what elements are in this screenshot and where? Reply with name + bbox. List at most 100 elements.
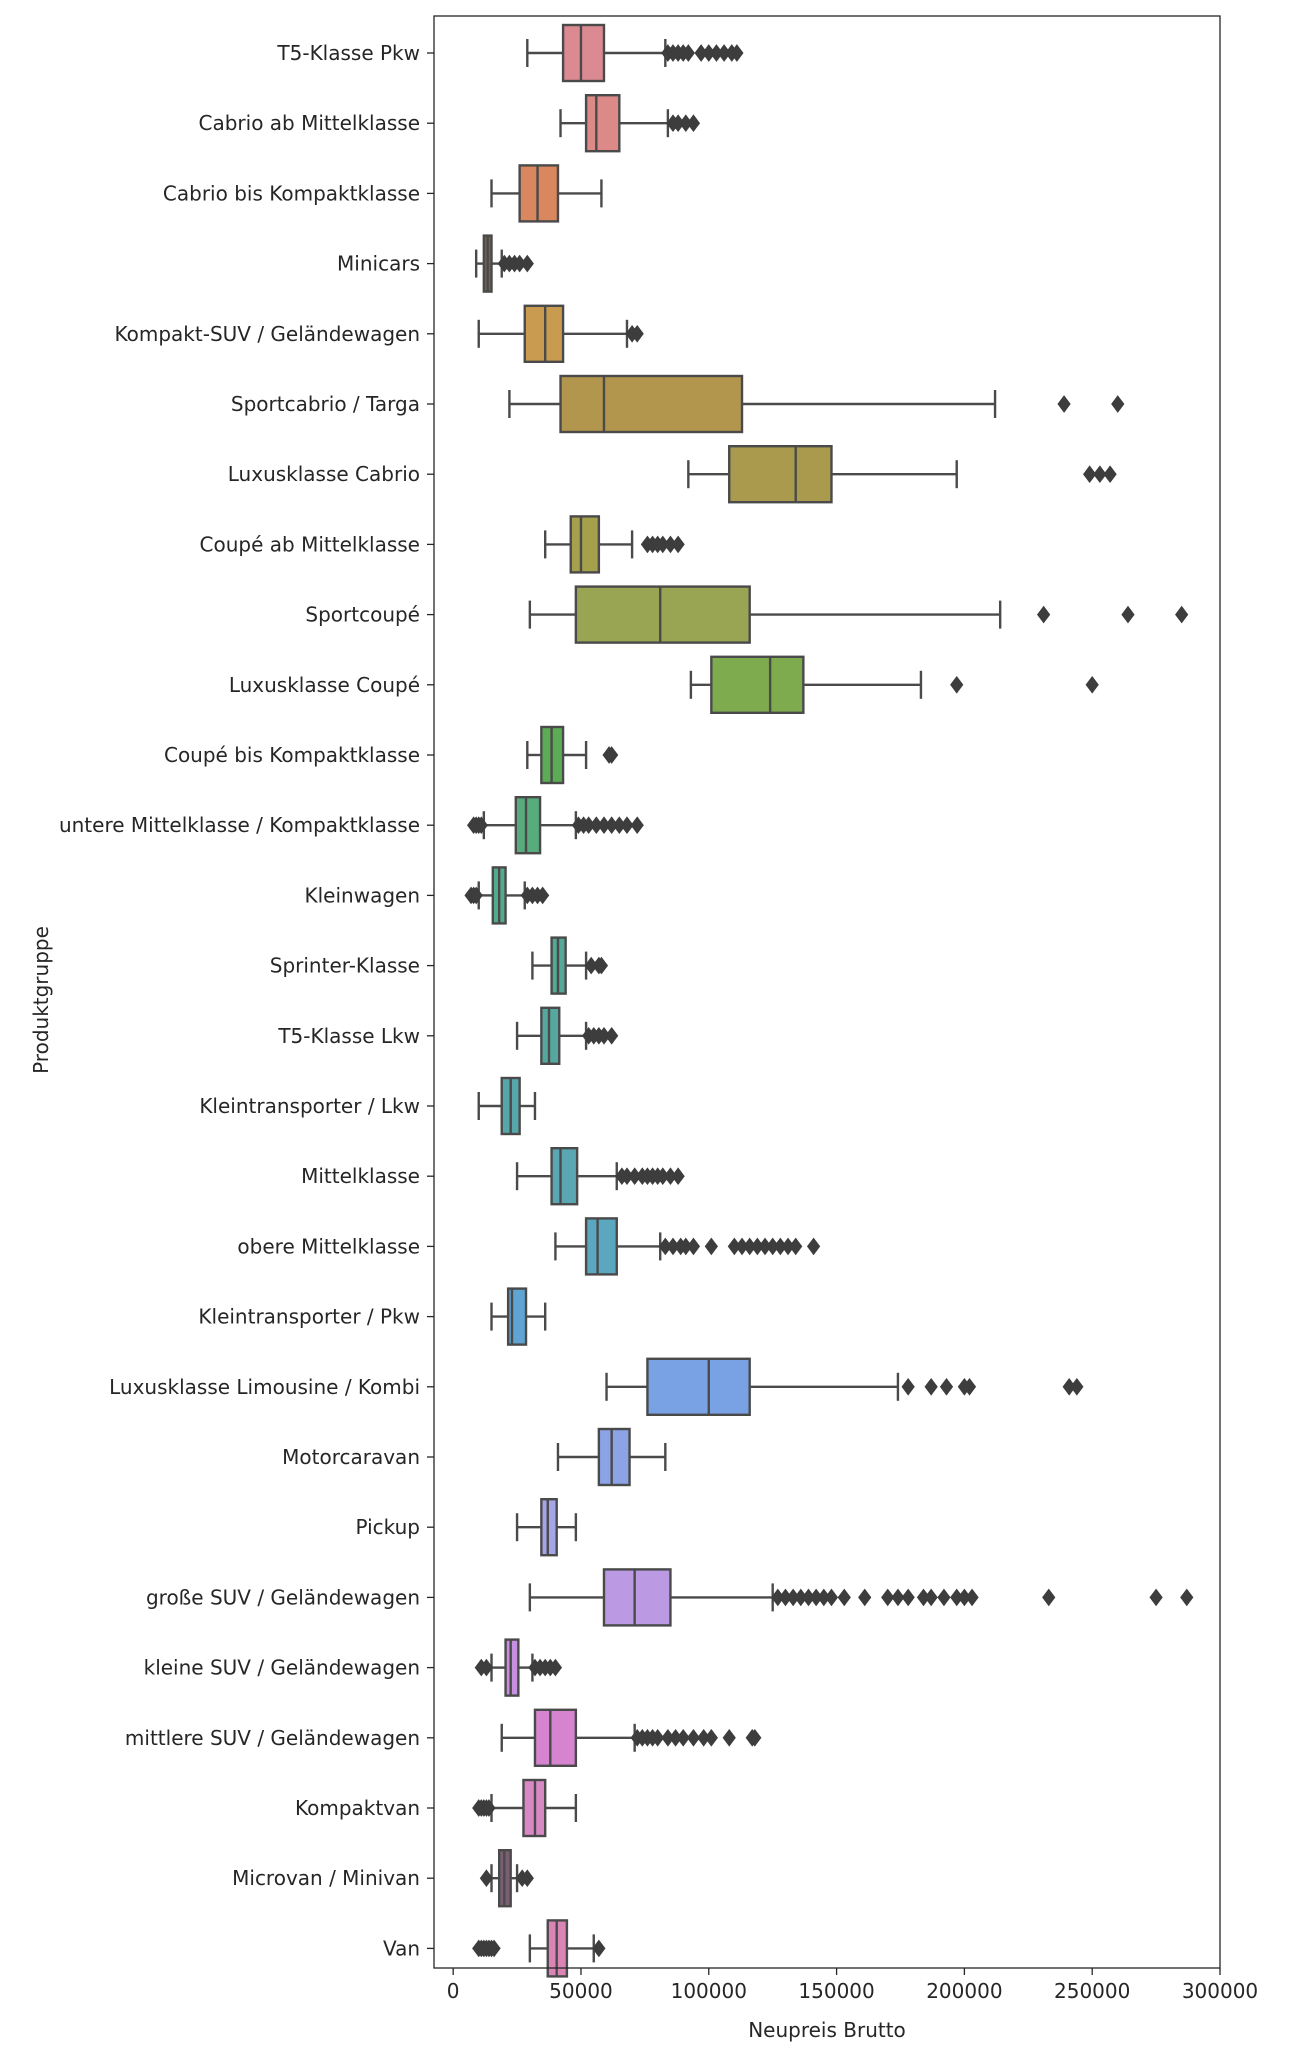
x-tick-label: 250000 (1054, 1979, 1130, 2003)
box-group (515, 1146, 685, 1206)
plot-frame (433, 15, 1221, 1969)
outlier-point (605, 746, 619, 764)
iqr-box (602, 1568, 672, 1627)
outlier-point (620, 816, 634, 835)
box-group (687, 445, 1117, 504)
outlier-point (824, 1588, 839, 1607)
y-tick-label: Mittelklasse (301, 1164, 420, 1188)
y-tick-label: Luxusklasse Coupé (229, 673, 420, 697)
y-tick-label: Kompakt-SUV / Geländewagen (115, 322, 420, 346)
outlier-point (469, 886, 483, 905)
outlier-point (962, 1377, 977, 1396)
outlier-point (479, 1869, 494, 1888)
outlier-point (592, 1939, 606, 1958)
x-tick-label: 0 (447, 1979, 460, 2003)
box-group (490, 1287, 547, 1346)
box-group (515, 1006, 619, 1065)
x-axis-title: Neupreis Brutto (748, 2018, 906, 2042)
outlier-point (924, 1377, 938, 1396)
outlier-point (630, 324, 644, 343)
y-tick-label: Pickup (355, 1515, 420, 1539)
box-group (531, 936, 609, 995)
box-group (472, 1778, 578, 1838)
x-tick-label: 150000 (798, 1979, 874, 2003)
y-tick-label: Luxusklasse Cabrio (228, 462, 420, 486)
y-tick-label: obere Mittelklasse (237, 1234, 420, 1258)
y-tick-label: Sportcabrio / Targa (231, 392, 420, 416)
iqr-box (523, 304, 565, 363)
outlier-point (722, 1728, 736, 1747)
outlier-point (594, 956, 609, 975)
y-tick-label: Cabrio ab Mittelklasse (199, 111, 421, 135)
box-group (474, 1638, 563, 1697)
box-group (543, 515, 685, 574)
box-group (500, 1708, 762, 1768)
outlier-point (1070, 1377, 1084, 1396)
box-group (515, 1497, 578, 1557)
outlier-point (704, 1728, 718, 1747)
iqr-box (504, 1638, 520, 1697)
y-tick-label: mittlere SUV / Geländewagen (125, 1726, 420, 1750)
outlier-point (939, 1377, 954, 1396)
x-tick-label: 100000 (671, 1979, 747, 2003)
iqr-box (559, 374, 744, 434)
outlier-point (686, 1237, 701, 1256)
y-tick-label: Van (383, 1936, 420, 1960)
outlier-point (1057, 395, 1071, 413)
outlier-point (1037, 605, 1051, 624)
outlier-point (482, 1799, 496, 1817)
outlier-point (837, 1588, 851, 1607)
y-tick-label: Sportcoupé (305, 603, 420, 627)
iqr-box (646, 1357, 751, 1417)
outlier-point (548, 1658, 563, 1677)
box-group (508, 374, 1125, 434)
y-tick-label: kleine SUV / Geländewagen (144, 1656, 420, 1680)
outlier-point (1149, 1588, 1163, 1607)
outlier-point (651, 1728, 665, 1747)
outlier-point (1121, 605, 1135, 624)
y-tick-label: Minicars (337, 252, 420, 276)
x-tick-label: 50000 (549, 1979, 613, 2003)
outlier-point (1083, 465, 1097, 484)
outlier-point (1103, 465, 1117, 484)
y-tick-label: T5-Klasse Lkw (277, 1024, 420, 1048)
y-tick-label: große SUV / Geländewagen (146, 1585, 420, 1609)
box-group (526, 725, 619, 785)
outlier-point (901, 1588, 915, 1607)
outlier-point (630, 816, 644, 835)
x-tick-label: 200000 (926, 1979, 1002, 2003)
outlier-point (1111, 395, 1125, 413)
outlier-point (789, 1237, 803, 1256)
box-group (477, 1076, 537, 1136)
outlier-point (881, 1588, 895, 1607)
iqr-box (584, 1217, 618, 1276)
y-tick-label: T5-Klasse Pkw (276, 41, 420, 65)
outlier-point (671, 535, 685, 554)
outlier-point (950, 675, 964, 694)
box-group (479, 1848, 534, 1908)
box-group (554, 1217, 821, 1276)
y-tick-label: untere Mittelklasse / Kompaktklasse (59, 813, 420, 837)
iqr-box (533, 1708, 578, 1768)
y-tick-label: Luxusklasse Limousine / Kombi (109, 1375, 420, 1399)
outlier-point (806, 1237, 821, 1256)
box-group (689, 655, 1099, 714)
outlier-point (1180, 1588, 1194, 1607)
box-group (526, 23, 744, 83)
y-tick-label: Motorcaravan (282, 1445, 420, 1469)
outlier-point (605, 1026, 619, 1045)
outlier-point (901, 1377, 915, 1396)
y-tick-label: Kleintransporter / Lkw (199, 1094, 420, 1118)
iqr-box (514, 796, 542, 855)
iqr-box (710, 655, 805, 714)
outlier-point (858, 1588, 872, 1607)
outlier-point (1093, 465, 1107, 484)
iqr-box (597, 1427, 631, 1487)
box-group (466, 796, 644, 855)
iqr-box (518, 164, 560, 223)
y-tick-label: Coupé ab Mittelklasse (200, 532, 420, 556)
y-axis-title: Produktgruppe (29, 926, 53, 1074)
x-tick-label: 300000 (1182, 1979, 1258, 2003)
